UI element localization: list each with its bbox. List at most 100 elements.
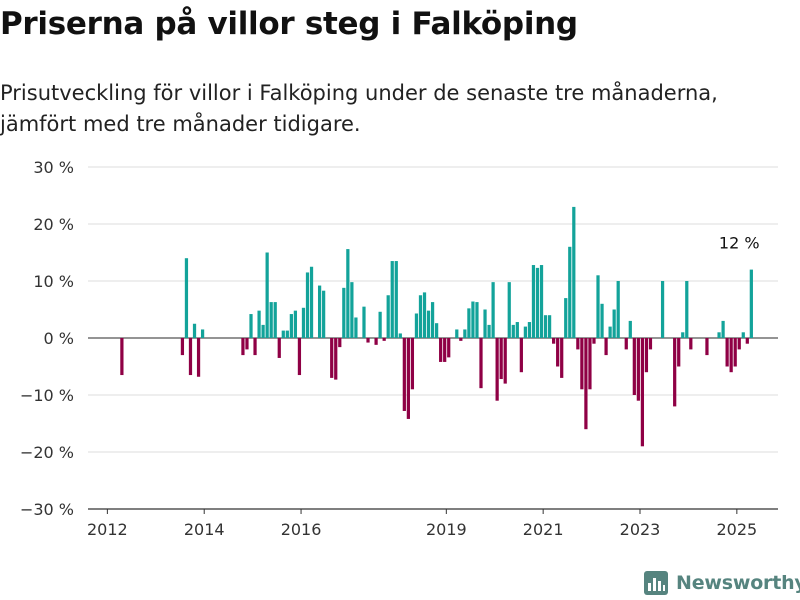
bar [406, 338, 410, 419]
bar [616, 281, 620, 338]
bar [257, 310, 261, 338]
bar [552, 338, 556, 344]
x-tick-label: 2016 [281, 520, 322, 539]
bar [491, 282, 495, 338]
bar [741, 332, 745, 338]
bar [479, 338, 483, 389]
x-tick-label: 2014 [184, 520, 225, 539]
bar [539, 265, 544, 338]
bar [624, 338, 628, 350]
bar [475, 302, 479, 338]
bar [604, 338, 608, 356]
y-tick-label: 20 % [33, 215, 74, 234]
bar [410, 338, 415, 390]
bar [443, 338, 447, 362]
bar [374, 338, 378, 345]
bar [499, 338, 503, 380]
bar [459, 338, 463, 341]
bar [317, 285, 322, 338]
bar [503, 338, 507, 384]
bar [289, 314, 293, 338]
bar [463, 329, 467, 338]
bar-chart-logo-icon [644, 571, 668, 595]
bar [737, 338, 741, 350]
bar [418, 295, 423, 338]
bar [495, 338, 499, 401]
bar [293, 310, 298, 338]
bar [342, 287, 346, 338]
bar [483, 309, 487, 338]
chart-title: Priserna på villor steg i Falköping [0, 6, 578, 42]
bar [398, 333, 402, 338]
bar [382, 338, 386, 341]
bar [660, 281, 665, 338]
y-tick-label: 10 % [33, 272, 74, 291]
bar [269, 302, 273, 338]
bar [414, 313, 419, 338]
bar [648, 338, 653, 350]
bar [426, 310, 431, 338]
bar [681, 332, 685, 338]
bar [527, 322, 532, 338]
chart-subtitle: Prisutveckling för villor i Falköping un… [0, 81, 718, 136]
bar [745, 338, 749, 344]
bar [705, 338, 709, 356]
bar [636, 338, 640, 401]
bar-series [120, 206, 753, 447]
bar [390, 261, 394, 338]
bar [471, 301, 475, 338]
bar [455, 329, 459, 338]
bar [180, 338, 185, 356]
x-tick-label: 2012 [87, 520, 128, 539]
bar [588, 338, 592, 390]
bar [584, 338, 588, 430]
bar [515, 322, 519, 338]
y-tick-label: −30 % [20, 500, 74, 519]
bar [378, 311, 382, 338]
bar [285, 330, 289, 338]
y-tick-label: −10 % [20, 386, 74, 405]
x-tick-label: 2019 [426, 520, 467, 539]
bar [322, 290, 326, 338]
bar [564, 298, 568, 338]
last-value-label: 12 % [719, 234, 760, 253]
bar [749, 269, 753, 338]
bar [447, 338, 451, 358]
bar [592, 338, 596, 344]
bar [612, 309, 616, 338]
bar [188, 338, 193, 376]
bar [467, 308, 471, 338]
bar [689, 338, 693, 350]
y-tick-label: 0 % [44, 329, 74, 348]
bar [519, 338, 523, 373]
bar [261, 324, 265, 338]
bar [309, 266, 314, 338]
bar [192, 323, 197, 338]
bar [435, 323, 439, 338]
bar [439, 338, 443, 362]
bar [245, 338, 249, 350]
bar [422, 292, 427, 338]
bar [394, 261, 398, 338]
bar [733, 338, 737, 367]
bar [249, 314, 253, 338]
bar [354, 317, 358, 338]
x-tick-label: 2025 [716, 520, 757, 539]
bar [628, 320, 632, 338]
bar [644, 338, 649, 373]
bar [196, 338, 201, 377]
bar [507, 282, 511, 338]
bar [386, 295, 390, 338]
x-axis: 2012 2014 2016 2019 2021 2023 2025 [87, 508, 778, 539]
bar [523, 326, 528, 338]
bar [366, 338, 370, 343]
bar [330, 338, 334, 378]
bar [547, 315, 552, 338]
bar [487, 324, 491, 338]
brand-logo[interactable]: Newsworthy [644, 568, 800, 598]
bar [535, 267, 540, 338]
bar [346, 249, 350, 338]
bar [556, 338, 560, 367]
bar [430, 302, 435, 338]
